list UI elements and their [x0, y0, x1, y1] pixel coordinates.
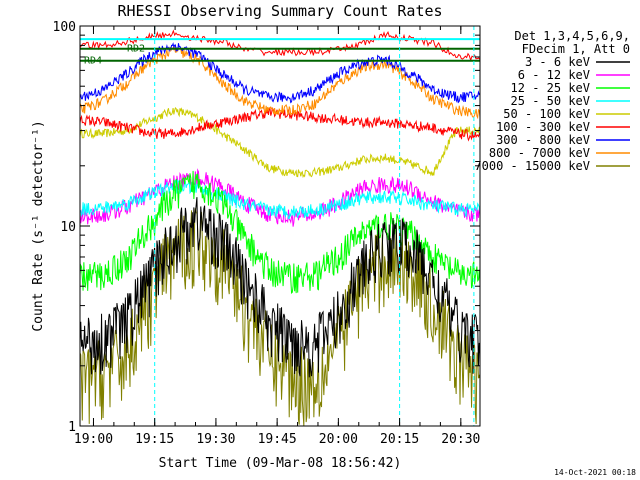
y-axis-label: Count Rate (s⁻¹ detector⁻¹) — [31, 120, 46, 331]
legend-label-5: 50 - 100 keV — [503, 107, 590, 121]
x-tick-label: 19:30 — [196, 432, 235, 447]
x-axis: 19:00 19:15 19:30 19:45 20:00 20:15 20:30 — [74, 26, 480, 447]
red-upper-band — [80, 29, 480, 62]
y-axis: 1 10 100 — [53, 20, 480, 435]
flag-label-rd4: RD4 — [84, 55, 102, 66]
x-tick-label: 20:15 — [380, 432, 419, 447]
footer-date: 14-Oct-2021 00:18 — [554, 468, 636, 477]
x-tick-label: 19:00 — [74, 432, 113, 447]
x-tick-label: 19:15 — [135, 432, 174, 447]
series-line-8 — [80, 46, 480, 120]
series-line-5 — [80, 106, 480, 179]
legend-label-2: 6 - 12 keV — [518, 68, 590, 82]
legend-label-9: 7000 - 15000 keV — [474, 159, 590, 173]
x-axis-label: Start Time (09-Mar-08 18:56:42) — [159, 456, 402, 471]
legend-header-1: Det 1,3,4,5,6,9, — [514, 29, 630, 43]
series-line-1 — [80, 197, 480, 378]
legend-label-7: 300 - 800 keV — [496, 133, 590, 147]
legend-label-1: 3 - 6 keV — [525, 55, 590, 69]
legend-label-4: 25 - 50 keV — [511, 94, 590, 108]
legend-label-6: 100 - 300 keV — [496, 120, 590, 134]
x-tick-label: 19:45 — [258, 432, 297, 447]
legend-label-3: 12 - 25 keV — [511, 81, 590, 95]
plot-area: RD2 RD4 — [80, 26, 480, 426]
y-tick-label: 1 — [68, 420, 76, 435]
flag-label-rd2: RD2 — [127, 44, 145, 55]
series-line-6 — [80, 107, 480, 142]
x-tick-label: 20:00 — [319, 432, 358, 447]
legend-header-2: FDecim 1, Att 0 — [522, 42, 630, 56]
series-line-4 — [80, 179, 480, 220]
y-tick-label: 100 — [53, 20, 76, 35]
chart-title: RHESSI Observing Summary Count Rates — [117, 2, 442, 20]
series-line-2 — [80, 168, 480, 227]
x-tick-label: 20:30 — [441, 432, 480, 447]
legend: Det 1,3,4,5,6,9, FDecim 1, Att 0 3 - 6 k… — [474, 29, 630, 173]
legend-label-8: 800 - 7000 keV — [489, 146, 590, 160]
y-tick-label: 10 — [60, 220, 76, 235]
